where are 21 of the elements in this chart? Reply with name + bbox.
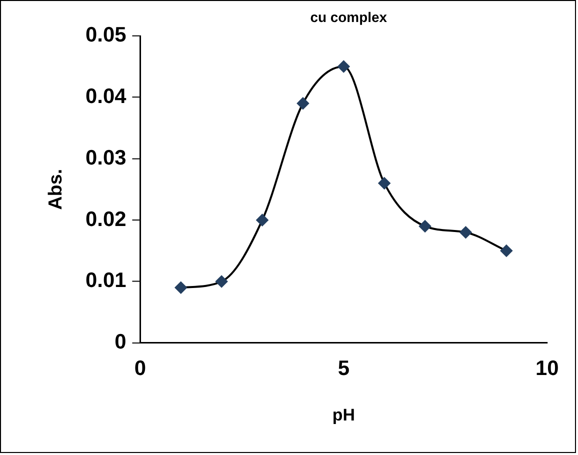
y-axis-title: Abs. xyxy=(45,168,66,210)
y-tick-label: 0.03 xyxy=(86,146,126,170)
y-tick-label: 0 xyxy=(114,330,126,354)
y-tick-label: 0.05 xyxy=(86,24,127,47)
point xyxy=(256,214,268,226)
x-tick-label: 0 xyxy=(134,357,146,380)
point xyxy=(174,282,187,294)
point xyxy=(296,97,309,110)
y-tick-label: 0.04 xyxy=(86,85,127,108)
x-tick-label: 5 xyxy=(338,357,350,380)
x-axis-title: pH xyxy=(332,406,355,425)
x-tick-label: 10 xyxy=(535,357,559,380)
y-tick-label: 0.02 xyxy=(86,208,126,231)
point xyxy=(419,220,431,232)
point xyxy=(338,60,350,73)
point xyxy=(216,276,228,288)
point xyxy=(460,226,472,238)
y-tick-label: 0.01 xyxy=(86,269,127,292)
chart-title: cu complex xyxy=(310,8,388,25)
point xyxy=(500,244,512,257)
point xyxy=(378,177,390,190)
